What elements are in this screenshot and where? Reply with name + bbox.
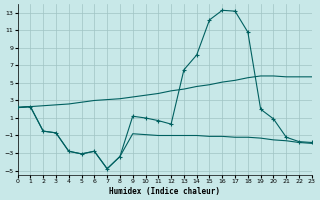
X-axis label: Humidex (Indice chaleur): Humidex (Indice chaleur)	[109, 187, 220, 196]
